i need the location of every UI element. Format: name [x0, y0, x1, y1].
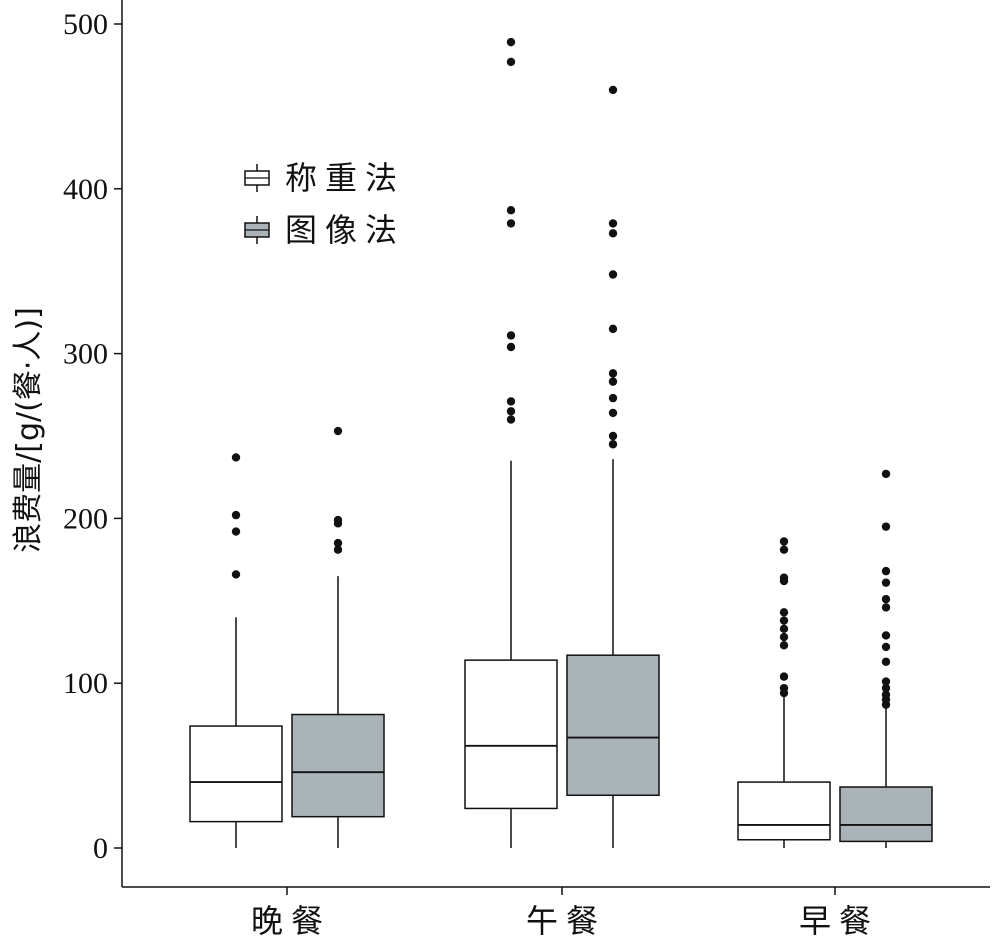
y-axis-ticks: 0 100 200 300 400 500	[63, 8, 122, 865]
outlier-point	[506, 219, 516, 228]
outlier-point	[608, 229, 618, 238]
outlier-point	[506, 206, 516, 215]
outlier-point	[881, 578, 891, 587]
y-tick-label: 300	[63, 338, 108, 371]
box-iqr	[464, 659, 558, 810]
outlier-point	[779, 641, 789, 650]
outlier-point	[608, 408, 618, 418]
outlier-point	[881, 566, 891, 576]
legend-label: 称重法	[285, 159, 405, 197]
outlier-point	[881, 594, 891, 604]
y-tick-label: 0	[93, 832, 108, 865]
box-group	[464, 37, 558, 848]
outlier-point	[881, 603, 891, 612]
outlier-point	[231, 453, 241, 462]
outlier-point	[881, 631, 891, 640]
y-axis-label: 浪费量/[g/(餐·人)]	[11, 307, 46, 553]
y-tick-label: 500	[63, 8, 108, 41]
outlier-point	[608, 393, 618, 403]
outlier-point	[333, 515, 343, 525]
outlier-point	[608, 431, 618, 441]
box-iqr	[566, 654, 660, 797]
outlier-point	[231, 570, 241, 579]
box-iqr	[737, 781, 831, 841]
y-tick-label: 200	[63, 502, 108, 535]
y-tick-label: 400	[63, 173, 108, 206]
y-tick-label: 100	[63, 667, 108, 700]
outlier-point	[506, 331, 516, 340]
outlier-point	[506, 397, 516, 406]
outlier-point	[779, 545, 789, 554]
outlier-point	[506, 415, 516, 424]
box-group	[189, 453, 283, 848]
outlier-point	[779, 624, 789, 634]
box-group	[566, 85, 660, 848]
legend-label: 图像法	[285, 211, 405, 249]
outlier-point	[779, 537, 789, 546]
outlier-point	[779, 683, 789, 693]
outlier-point	[881, 657, 891, 666]
outlier-point	[779, 573, 789, 582]
x-category-label: 午餐	[526, 902, 606, 938]
outlier-point	[608, 440, 618, 449]
outlier-point	[881, 690, 891, 699]
outlier-point	[881, 683, 891, 693]
outlier-point	[779, 632, 789, 642]
outlier-point	[333, 545, 343, 554]
outlier-point	[881, 469, 891, 479]
outlier-point	[881, 642, 891, 652]
x-category-label: 晚餐	[251, 902, 331, 938]
outlier-point	[506, 407, 516, 416]
outlier-point	[779, 616, 789, 625]
outlier-point	[231, 527, 241, 536]
x-axis-categories: 晚餐 午餐 早餐	[251, 887, 879, 938]
outlier-point	[608, 377, 618, 386]
outlier-point	[608, 369, 618, 378]
outlier-point	[608, 85, 618, 95]
outlier-point	[779, 608, 789, 617]
x-category-label: 早餐	[799, 902, 879, 938]
outlier-point	[506, 37, 516, 47]
outlier-point	[506, 57, 516, 67]
outlier-point	[333, 426, 343, 436]
outlier-point	[881, 522, 891, 531]
box-iqr	[291, 713, 385, 818]
outlier-point	[608, 324, 618, 334]
box-group	[839, 469, 933, 848]
outlier-point	[231, 510, 241, 520]
box-group	[291, 426, 385, 848]
outlier-point	[779, 672, 789, 681]
outlier-point	[333, 538, 343, 548]
outlier-point	[608, 219, 618, 228]
box-iqr	[839, 786, 933, 843]
outlier-point	[881, 677, 891, 686]
box-group	[737, 537, 831, 848]
box-series	[189, 37, 933, 848]
outlier-point	[608, 270, 618, 279]
axes	[121, 0, 990, 888]
outlier-point	[506, 342, 516, 352]
box-iqr	[189, 725, 283, 823]
